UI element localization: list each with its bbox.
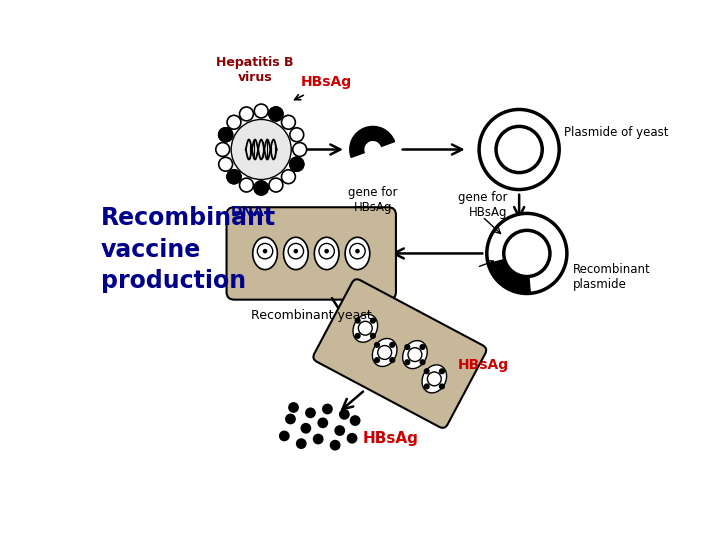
Text: HBsAg: HBsAg (363, 431, 419, 445)
Ellipse shape (315, 237, 339, 269)
Circle shape (216, 143, 230, 157)
Circle shape (479, 110, 559, 190)
Circle shape (354, 333, 361, 339)
Circle shape (428, 372, 441, 386)
Circle shape (370, 318, 376, 323)
Circle shape (227, 170, 241, 184)
Circle shape (290, 157, 304, 171)
Ellipse shape (353, 314, 377, 342)
Ellipse shape (284, 237, 308, 269)
Circle shape (290, 128, 304, 141)
FancyBboxPatch shape (313, 279, 486, 428)
FancyBboxPatch shape (227, 207, 396, 300)
Circle shape (439, 368, 445, 374)
Circle shape (420, 344, 426, 350)
Circle shape (288, 244, 304, 259)
Circle shape (404, 344, 410, 350)
Circle shape (378, 346, 392, 360)
Circle shape (487, 213, 567, 293)
Circle shape (285, 414, 296, 424)
Text: Recombinant
plasmide: Recombinant plasmide (573, 262, 651, 291)
Circle shape (318, 417, 328, 428)
Circle shape (439, 383, 445, 389)
Text: HBsAg: HBsAg (301, 76, 352, 90)
Circle shape (269, 107, 283, 121)
Circle shape (254, 181, 268, 195)
Circle shape (408, 348, 422, 362)
Circle shape (420, 359, 426, 366)
Ellipse shape (422, 365, 446, 393)
Circle shape (350, 415, 361, 426)
Ellipse shape (253, 237, 277, 269)
Circle shape (227, 116, 241, 129)
Circle shape (504, 231, 550, 276)
Circle shape (219, 157, 233, 171)
Circle shape (319, 244, 334, 259)
Circle shape (374, 342, 380, 348)
Circle shape (296, 438, 307, 449)
Circle shape (305, 408, 316, 418)
Circle shape (269, 107, 283, 121)
Circle shape (300, 423, 311, 434)
Circle shape (227, 170, 241, 184)
Text: Hepatitis B
virus: Hepatitis B virus (216, 56, 294, 84)
Circle shape (330, 440, 341, 450)
Text: Plasmide of yeast: Plasmide of yeast (564, 126, 668, 139)
Circle shape (231, 119, 291, 179)
Circle shape (404, 359, 410, 366)
Circle shape (282, 116, 295, 129)
Circle shape (288, 402, 299, 413)
Circle shape (346, 433, 357, 444)
Circle shape (339, 409, 350, 420)
Text: Recombinant yeast: Recombinant yeast (251, 309, 372, 322)
Wedge shape (350, 126, 395, 157)
Circle shape (219, 128, 233, 141)
Circle shape (355, 249, 360, 253)
Ellipse shape (345, 237, 370, 269)
Circle shape (423, 368, 430, 374)
Text: gene for
HBsAg: gene for HBsAg (348, 186, 397, 214)
Wedge shape (488, 259, 531, 293)
Ellipse shape (402, 341, 427, 369)
Circle shape (279, 430, 289, 441)
Circle shape (354, 318, 361, 323)
Circle shape (263, 249, 267, 253)
Text: DNA: DNA (230, 205, 264, 219)
Circle shape (390, 357, 395, 363)
Text: HBsAg: HBsAg (457, 358, 508, 372)
Circle shape (370, 333, 376, 339)
Circle shape (324, 249, 329, 253)
Circle shape (312, 434, 323, 444)
Text: Recombinant
vaccine
production: Recombinant vaccine production (101, 206, 276, 293)
Circle shape (254, 181, 268, 195)
Circle shape (322, 403, 333, 414)
Circle shape (254, 104, 268, 118)
Circle shape (374, 357, 380, 363)
Circle shape (359, 321, 372, 335)
Circle shape (423, 383, 430, 389)
Circle shape (290, 157, 304, 171)
Circle shape (240, 107, 253, 121)
Circle shape (219, 128, 233, 141)
Circle shape (294, 249, 298, 253)
Circle shape (240, 178, 253, 192)
Circle shape (293, 143, 307, 157)
Ellipse shape (372, 339, 397, 367)
Text: gene for
HBsAg: gene for HBsAg (458, 191, 508, 219)
Circle shape (350, 244, 365, 259)
Circle shape (257, 244, 273, 259)
Circle shape (390, 342, 395, 348)
Circle shape (496, 126, 542, 173)
Circle shape (334, 425, 345, 436)
Circle shape (269, 178, 283, 192)
Circle shape (282, 170, 295, 184)
